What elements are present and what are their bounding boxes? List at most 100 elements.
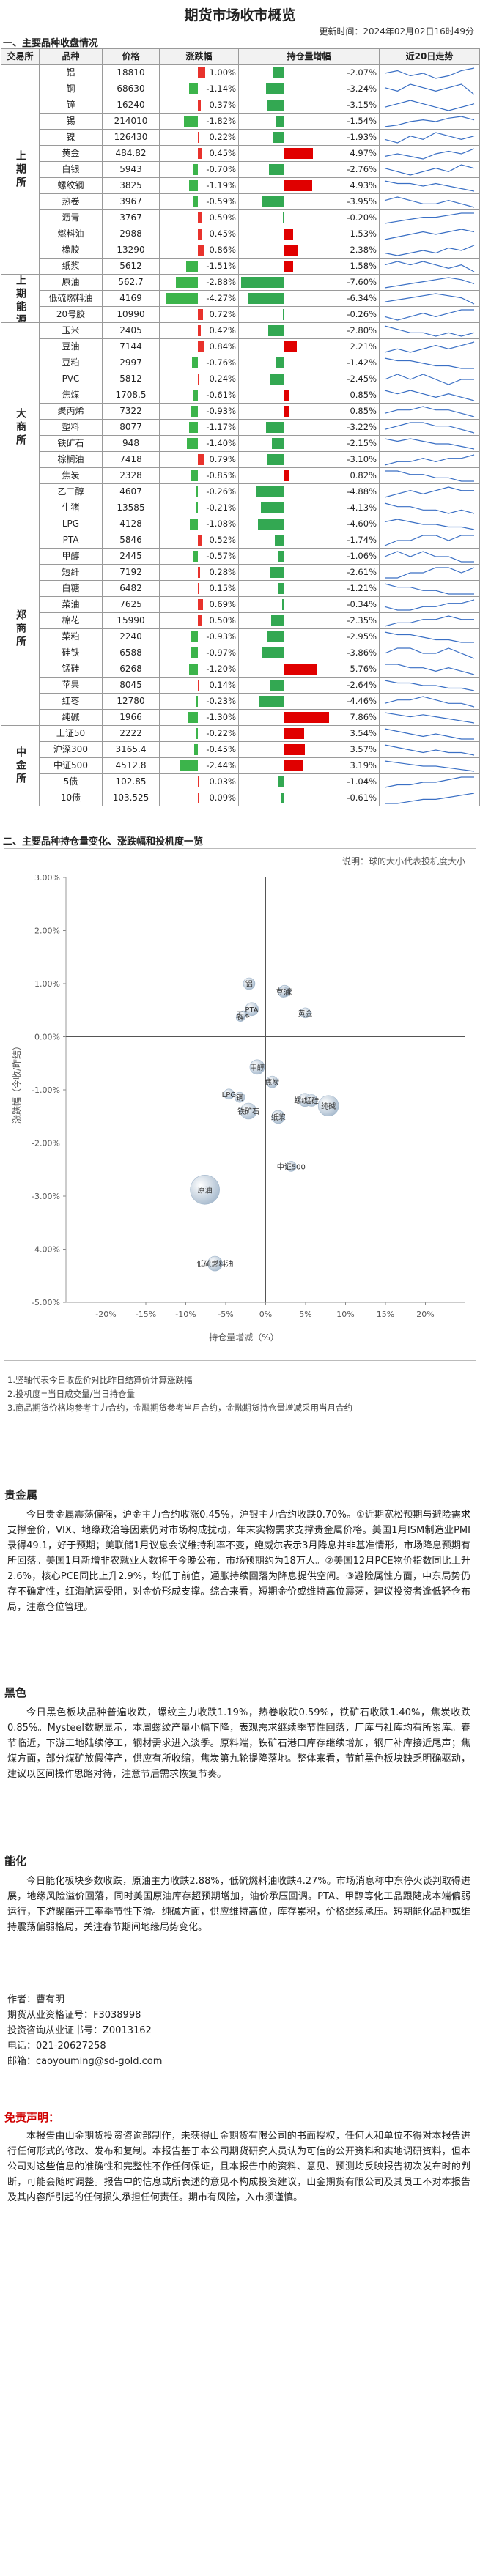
oi-bar — [266, 422, 284, 433]
oi-cell: -7.60% — [238, 274, 380, 291]
trend-cell — [379, 419, 480, 436]
trend-line — [384, 437, 475, 450]
trend-line — [384, 83, 475, 94]
cell: 0.14% — [160, 678, 238, 693]
oi-label: -2.95% — [347, 631, 377, 642]
trend-line — [384, 534, 474, 546]
sparkline — [384, 373, 474, 385]
change-cell: 0.14% — [159, 677, 239, 694]
change-cell: -1.51% — [159, 258, 239, 275]
price-cell: 8045 — [102, 677, 160, 694]
change-bar — [198, 309, 204, 320]
change-cell: -0.76% — [159, 355, 239, 371]
sparkline — [384, 598, 475, 611]
change-cell: -0.45% — [159, 741, 239, 758]
change-label: -1.30% — [206, 712, 236, 722]
column-header: 持仓量增幅 — [238, 48, 380, 65]
change-cell: 0.03% — [159, 773, 239, 790]
change-cell: -0.85% — [159, 467, 239, 484]
cell: -0.26% — [160, 485, 238, 500]
oi-label: -3.22% — [347, 422, 377, 432]
trend-line — [384, 582, 474, 595]
bubble-label: 铁矿石 — [237, 1107, 259, 1116]
sparkline — [384, 83, 475, 94]
table-row: 郑商所 PTA 5846 0.52% -1.74% — [1, 532, 480, 726]
bubble — [245, 1002, 259, 1017]
cell: -1.20% — [160, 662, 238, 677]
bubble-label: 豆油 — [276, 988, 291, 998]
oi-cell: -2.07% — [238, 64, 380, 81]
change-bar — [191, 406, 198, 417]
cell: -1.30% — [160, 710, 238, 725]
oi-cell: -2.95% — [238, 628, 380, 645]
trend-cell — [379, 129, 480, 146]
name-cell: 中证500 — [39, 757, 103, 774]
oi-bar — [241, 277, 284, 288]
oi-bar — [262, 647, 284, 658]
sparkline — [385, 566, 475, 579]
cell: -1.74% — [240, 533, 379, 548]
trend-line — [384, 308, 474, 321]
cell: -0.97% — [160, 646, 238, 661]
cell: -7.60% — [240, 275, 379, 290]
cell: 0.84% — [160, 340, 238, 355]
sparkline — [384, 308, 474, 321]
oi-cell: -0.61% — [238, 790, 380, 806]
bubble — [224, 1088, 235, 1100]
note-line: 1.竖轴代表今日收盘价对比昨日结算价计算涨跌幅 — [7, 1375, 193, 1385]
commentary-text: 今日贵金属震荡偏强，沪金主力合约收涨0.45%，沪银主力合约收跌0.70%。①近… — [7, 1510, 470, 1613]
change-cell: 0.52% — [159, 532, 239, 549]
cell: -3.86% — [240, 646, 379, 661]
price-cell: 12780 — [102, 693, 160, 710]
cell: -1.14% — [160, 82, 238, 97]
oi-label: -1.04% — [347, 776, 377, 787]
trend-line — [384, 373, 474, 385]
price-cell: 3967 — [102, 193, 160, 210]
cell: 1.53% — [240, 227, 379, 242]
cell: 0.52% — [160, 533, 238, 548]
oi-cell: 5.76% — [238, 661, 380, 678]
sparkline — [384, 115, 475, 127]
y-tick-label: 3.00% — [34, 873, 60, 883]
change-bar — [165, 293, 198, 304]
x-tick-label: 0% — [259, 1310, 272, 1319]
oi-label: -1.74% — [347, 535, 377, 545]
trend-cell — [379, 693, 480, 710]
price-cell: 4169 — [102, 290, 160, 307]
oi-label: -0.20% — [347, 212, 377, 223]
bubble-label: 中证500 — [277, 1162, 306, 1171]
commentary-heading: 能化 — [4, 1855, 27, 1868]
oi-bar — [284, 245, 298, 256]
change-bar — [198, 245, 204, 256]
trend-line — [384, 163, 475, 176]
price-cell: 3767 — [102, 209, 160, 226]
oi-cell: -0.34% — [238, 596, 380, 613]
oi-bar — [278, 551, 284, 562]
oi-label: -7.60% — [347, 277, 377, 287]
cell: -4.46% — [240, 694, 379, 709]
oi-label: 2.21% — [350, 341, 377, 352]
price-cell: 4607 — [102, 483, 160, 500]
change-label: -1.82% — [206, 116, 236, 126]
oi-cell: 2.38% — [238, 242, 380, 259]
cell: -1.19% — [160, 179, 238, 193]
trend-line — [384, 453, 475, 466]
oi-label: -4.60% — [347, 519, 377, 529]
cell: 3.19% — [240, 759, 379, 773]
table-row: 燃料油 2988 0.45% 1.53% — [1, 226, 480, 242]
cell: 0.42% — [160, 324, 238, 338]
y-tick-label: -5.00% — [32, 1298, 60, 1307]
change-label: 0.59% — [209, 212, 236, 223]
cell: -3.15% — [240, 98, 379, 113]
bubble-label: 低硫燃料油 — [196, 1259, 233, 1269]
exchange-cell: 大商所 — [1, 322, 40, 532]
x-tick-label: 20% — [416, 1310, 434, 1319]
table-row: 镍 126430 0.22% -1.93% — [1, 129, 480, 146]
sparkline — [384, 147, 475, 160]
cell: 0.72% — [160, 308, 238, 322]
oi-cell: 0.82% — [238, 467, 380, 484]
change-bar — [193, 551, 198, 562]
x-tick-label: -5% — [218, 1310, 233, 1319]
table-row: 铁矿石 948 -1.40% -2.15% — [1, 435, 480, 452]
change-cell: 0.37% — [159, 97, 239, 114]
